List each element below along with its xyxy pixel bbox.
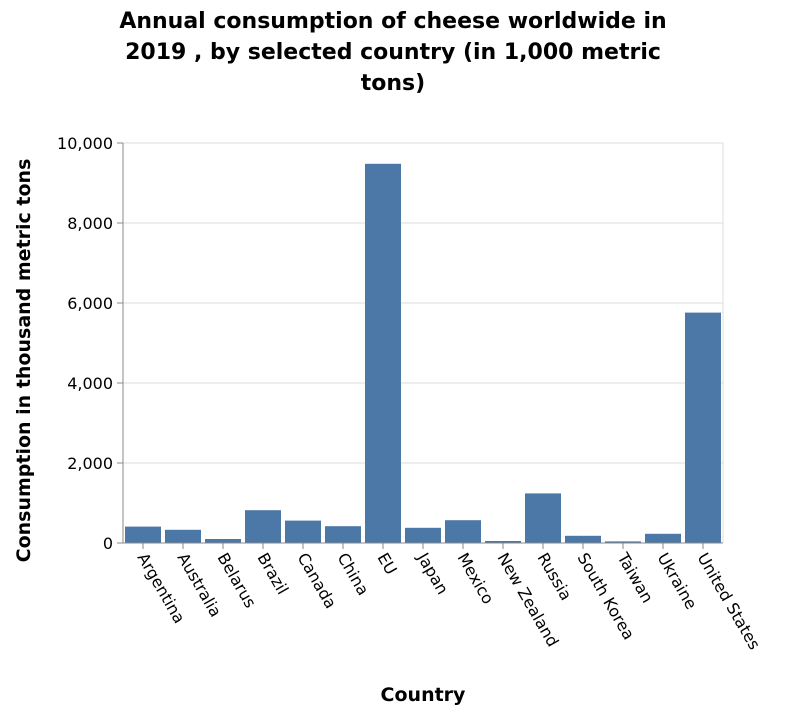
- x-tick-label: United States: [694, 550, 765, 653]
- bar-mexico: [445, 520, 481, 543]
- y-tick-label: 10,000: [57, 134, 113, 153]
- bar-brazil: [245, 510, 281, 543]
- y-axis-title: Consumption in thousand metric tons: [13, 159, 35, 563]
- y-tick-label: 8,000: [67, 214, 113, 233]
- x-tick-label: China: [334, 550, 373, 599]
- bar-taiwan: [605, 541, 641, 543]
- bar-ukraine: [645, 533, 681, 543]
- axes: [122, 143, 723, 544]
- bars: [125, 163, 721, 544]
- bar-eu: [365, 163, 401, 544]
- bar-canada: [285, 520, 321, 543]
- chart-title-line-2: 2019 , by selected country (in 1,000 met…: [125, 40, 661, 65]
- chart-title-line-3: tons): [360, 71, 426, 96]
- bar-new-zealand: [485, 541, 521, 543]
- chart-title: Annual consumption of cheese worldwide i…: [0, 6, 786, 99]
- x-tick-label: Brazil: [254, 550, 293, 598]
- bar-china: [325, 526, 361, 543]
- x-axis-title: Country: [381, 684, 467, 706]
- x-tick-label: EU: [374, 550, 401, 578]
- x-tick-label: Russia: [534, 550, 576, 604]
- bar-australia: [165, 529, 201, 543]
- x-tick-label: Mexico: [454, 550, 498, 608]
- chart-title-line-1: Annual consumption of cheese worldwide i…: [119, 9, 667, 34]
- x-tick-label: Taiwan: [613, 549, 657, 606]
- y-tick-label: 4,000: [67, 374, 113, 393]
- y-tick-label: 2,000: [67, 454, 113, 473]
- x-tick-label: Canada: [294, 550, 341, 612]
- bar-belarus: [205, 539, 241, 543]
- bar-argentina: [125, 526, 161, 543]
- bar-united-states: [685, 312, 721, 543]
- x-tick-label: Japan: [413, 549, 452, 598]
- y-axis-ticks: 0 2,000 4,000 6,000 8,000 10,000: [57, 134, 123, 553]
- bar-japan: [405, 527, 441, 543]
- gridlines: [123, 142, 724, 543]
- y-tick-label: 0: [103, 534, 113, 553]
- y-tick-label: 6,000: [67, 294, 113, 313]
- bar-south-korea: [565, 535, 601, 543]
- bar-russia: [525, 493, 561, 543]
